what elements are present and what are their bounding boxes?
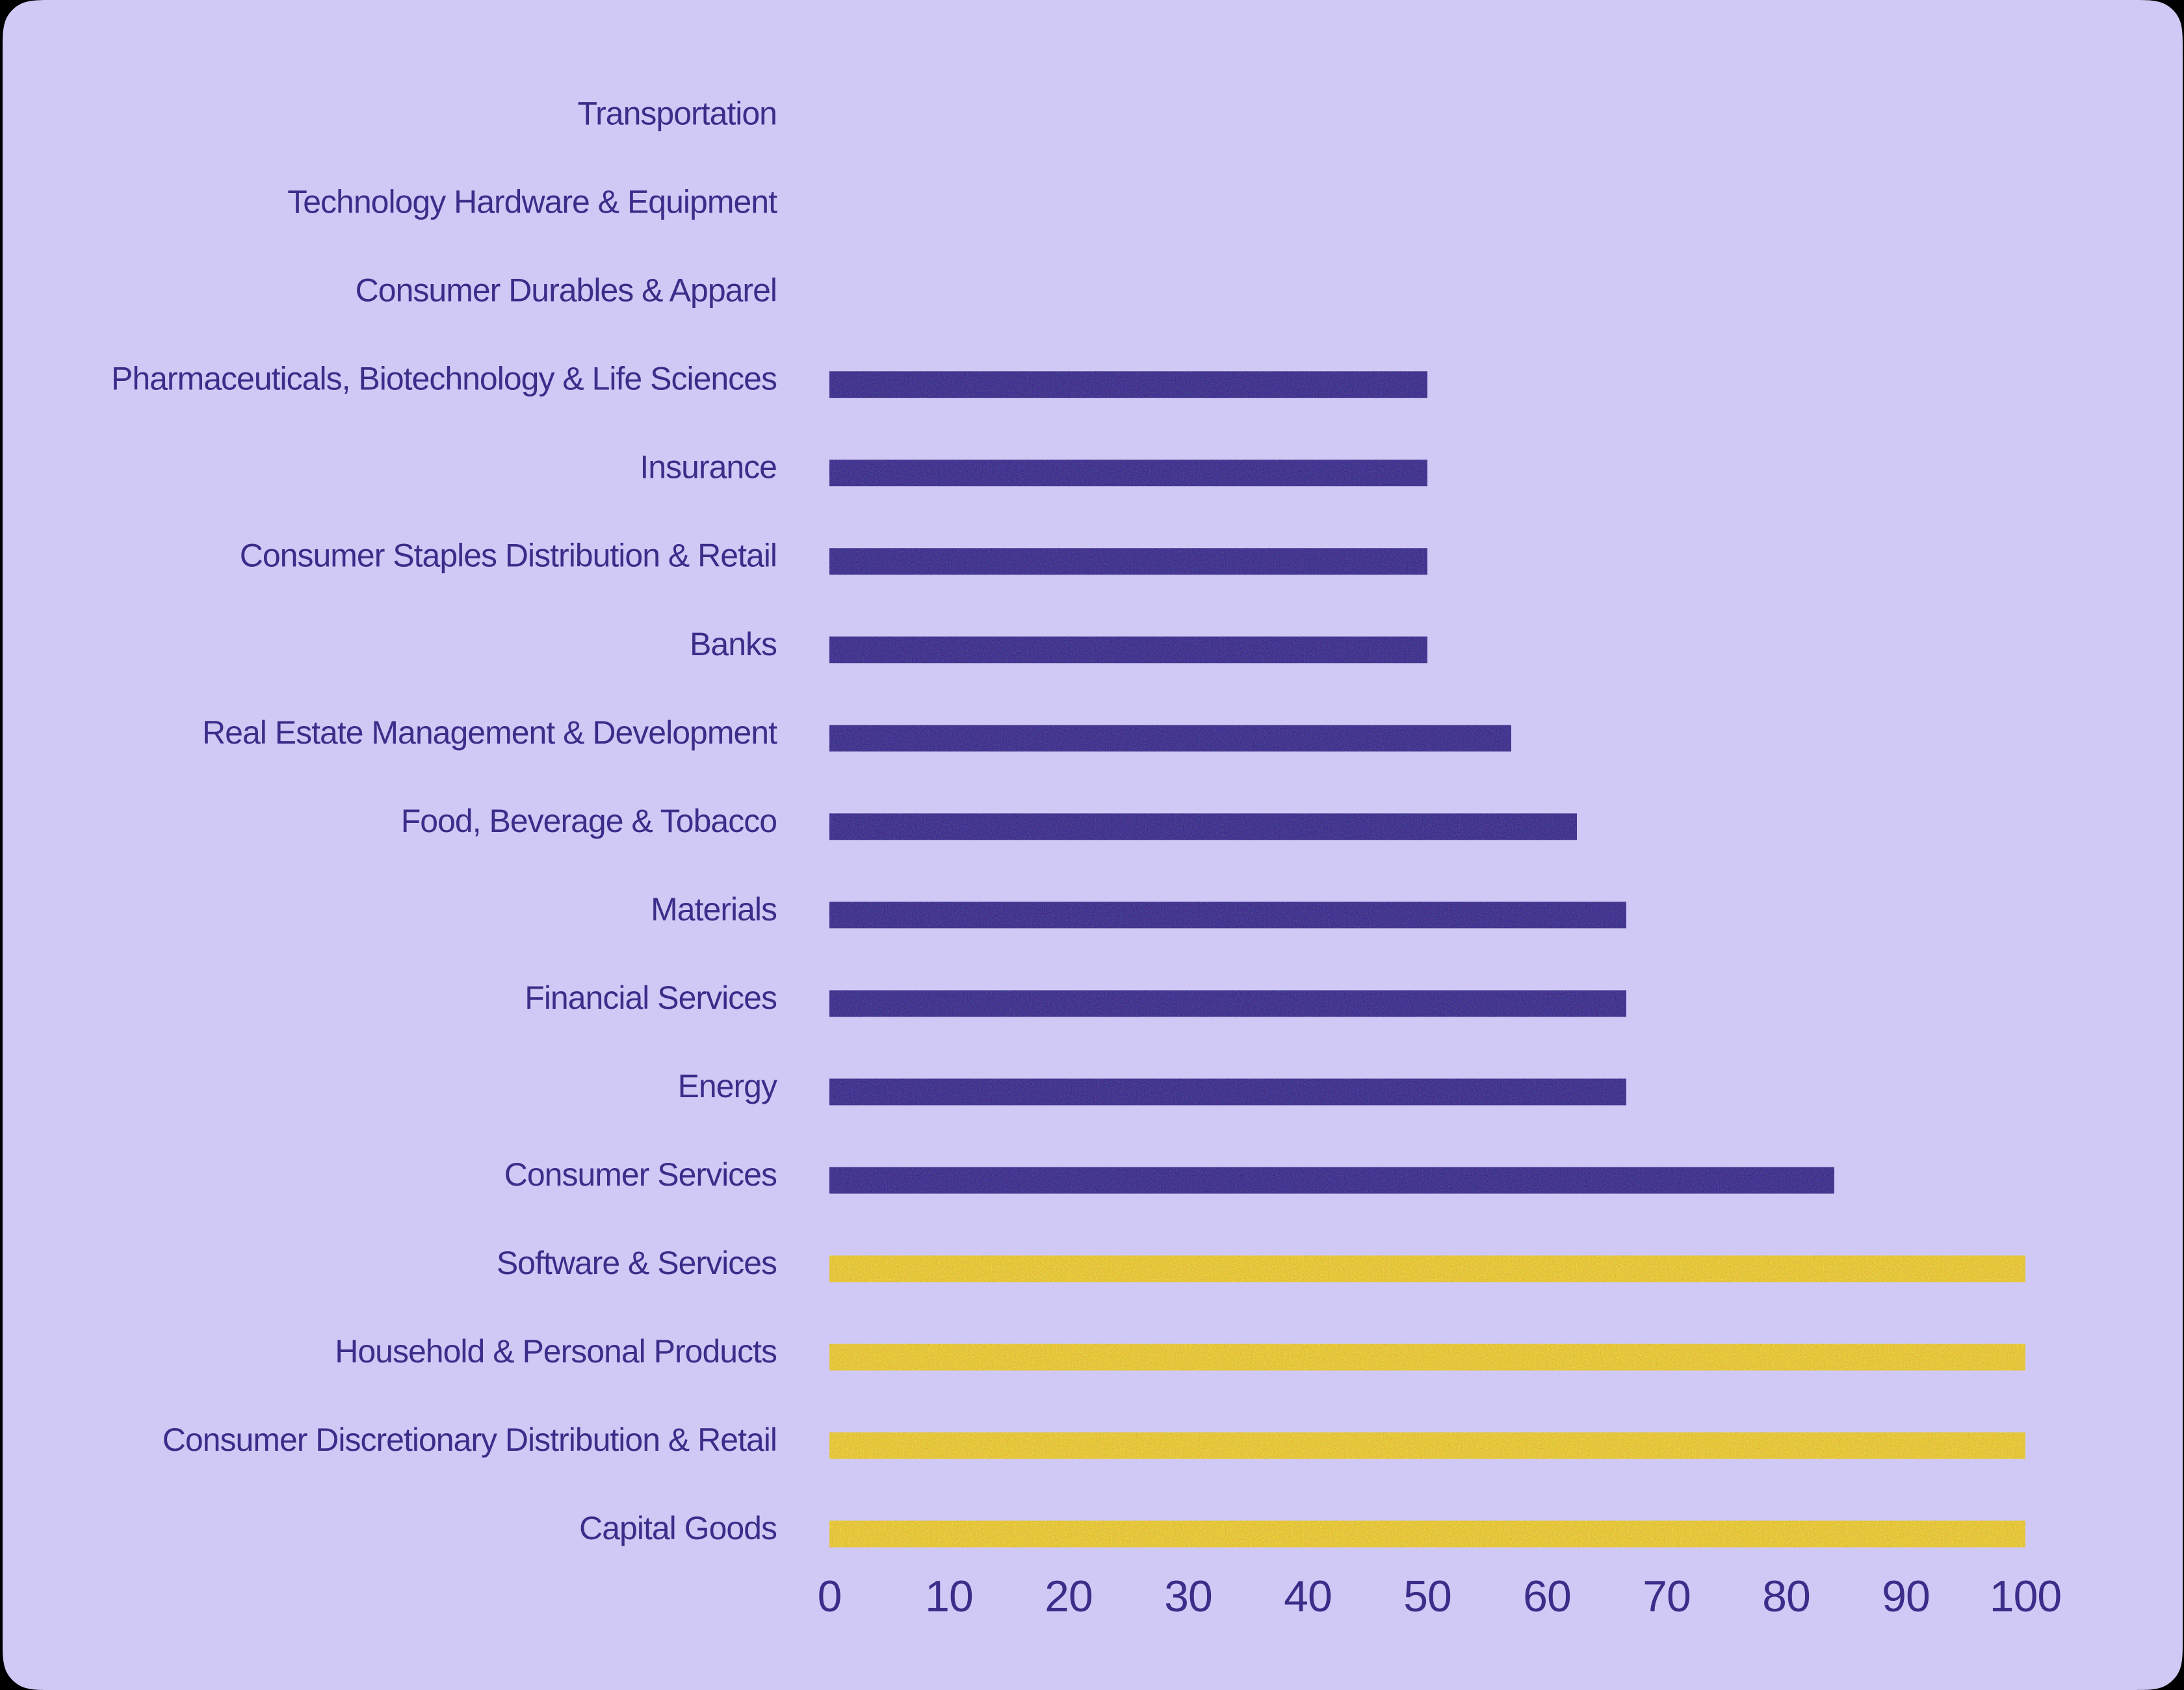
svg-text:Technology Hardware & Equipmen: Technology Hardware & Equipment (287, 184, 777, 220)
svg-text:30: 30 (1164, 1572, 1212, 1621)
svg-text:Energy: Energy (678, 1068, 777, 1104)
svg-text:Financial Services: Financial Services (525, 980, 777, 1016)
svg-text:Consumer Discretionary Distrib: Consumer Discretionary Distribution & Re… (162, 1422, 777, 1458)
svg-text:40: 40 (1284, 1572, 1332, 1621)
svg-text:70: 70 (1643, 1572, 1691, 1621)
svg-text:Capital Goods: Capital Goods (579, 1510, 777, 1546)
svg-text:Transportation: Transportation (577, 96, 777, 132)
svg-text:Pharmaceuticals, Biotechnology: Pharmaceuticals, Biotechnology & Life Sc… (111, 361, 777, 397)
svg-text:Consumer Services: Consumer Services (504, 1156, 777, 1193)
svg-text:100: 100 (1990, 1572, 2061, 1621)
svg-text:Consumer Durables & Apparel: Consumer Durables & Apparel (356, 272, 777, 309)
svg-text:90: 90 (1882, 1572, 1930, 1621)
svg-text:Consumer Staples Distribution: Consumer Staples Distribution & Retail (240, 538, 777, 574)
svg-text:Materials: Materials (651, 891, 777, 928)
svg-text:50: 50 (1403, 1572, 1451, 1621)
svg-text:20: 20 (1045, 1572, 1093, 1621)
svg-text:Real Estate Management & Devel: Real Estate Management & Development (202, 714, 777, 751)
svg-text:Food, Beverage & Tobacco: Food, Beverage & Tobacco (401, 803, 777, 839)
svg-text:10: 10 (925, 1572, 973, 1621)
svg-text:Banks: Banks (690, 626, 777, 662)
svg-text:Software & Services: Software & Services (497, 1245, 777, 1281)
svg-text:0: 0 (818, 1572, 842, 1621)
svg-text:Household & Personal Products: Household & Personal Products (335, 1333, 777, 1370)
svg-text:Insurance: Insurance (640, 449, 777, 486)
svg-text:60: 60 (1523, 1572, 1571, 1621)
svg-text:80: 80 (1762, 1572, 1810, 1621)
